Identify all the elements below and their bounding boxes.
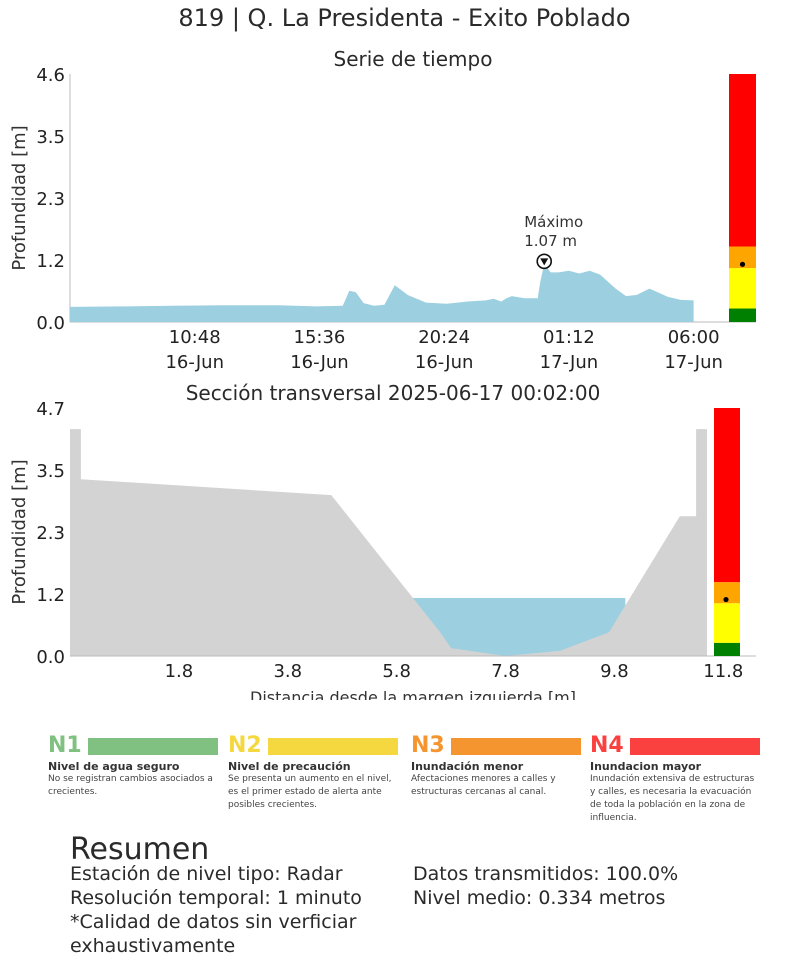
page-title: 819 | Q. La Presidenta - Exito Poblado [178,4,631,32]
y-tick-label: 4.6 [36,65,65,86]
legend-n1: N1 Nivel de agua seguro No se registran … [48,734,218,799]
current-level-dot [739,261,746,267]
n2-title: Nivel de precaución [228,760,351,773]
y-tick-label: 3.5 [36,461,65,482]
x-tick-time-label: 20:24 [418,327,470,348]
n1-code: N1 [48,733,82,758]
y-tick-label: 1.2 [36,251,65,272]
x-tick-label: 7.8 [491,661,520,682]
data-transmitted: Datos transmitidos: 100.0% [413,863,679,885]
alert-level-legend: N1 Nivel de agua seguro No se registran … [48,734,760,834]
n3-color-bar [451,737,581,755]
x-tick-date-label: 17-Jun [540,352,599,373]
max-annotation-value: 1.07 m [524,232,577,250]
y-tick-label: 0.0 [36,313,65,334]
chart-title: Serie de tiempo [334,47,493,71]
alert-level-segment [714,642,740,656]
x-tick-time-label: 06:00 [668,327,720,348]
summary-title: Resumen [70,832,210,867]
alert-level-segment [729,246,756,269]
n2-description: Se presenta un aumento en el nivel, es e… [228,774,392,810]
legend-n4: N4 Inundacion mayor Inundación extensiva… [590,734,760,825]
y-tick-label: 3.5 [36,127,65,148]
y-tick-label: 2.3 [36,523,65,544]
legend-n3: N3 Inundación menor Afectaciones menores… [411,734,581,799]
current-level-dot [723,596,729,603]
n2-code: N2 [228,733,262,758]
x-tick-label: 1.8 [165,661,194,682]
x-tick-time-label: 10:48 [169,327,221,348]
x-tick-date-label: 16-Jun [290,352,349,373]
summary-left-column: Estación de nivel tipo: Radar Resolución… [70,862,370,958]
alert-level-segment [714,603,740,643]
x-tick-date-label: 17-Jun [664,352,723,373]
station-type: Estación de nivel tipo: Radar [70,863,343,885]
alert-level-segment [729,268,756,309]
n3-description: Afectaciones menores a calles y estructu… [411,774,556,797]
x-axis-label: Distancia desde la margen izquierda [m] [250,688,576,700]
mean-level: Nivel medio: 0.334 metros [413,887,666,909]
alert-level-segment [729,308,756,322]
x-tick-label: 5.8 [382,661,411,682]
n3-code: N3 [411,733,445,758]
legend-n2: N2 Nivel de precaución Se presenta un au… [228,734,398,812]
y-tick-label: 4.7 [36,399,65,420]
y-axis-label: Profundidad [m] [9,125,30,270]
n2-color-bar [268,737,398,755]
n4-color-bar [630,737,760,755]
n1-description: No se registran cambios asociados a crec… [48,774,213,797]
max-annotation-label: Máximo [524,213,583,231]
n3-title: Inundación menor [411,760,524,773]
y-axis-label: Profundidad [m] [9,459,30,604]
x-tick-label: 3.8 [273,661,302,682]
summary-section: Resumen Estación de nivel tipo: Radar Re… [70,832,770,957]
alert-level-segment [714,408,740,583]
alert-level-segment [714,582,740,604]
y-tick-label: 1.2 [36,585,65,606]
n4-description: Inundación extensiva de estructuras y ca… [590,774,755,823]
chart-title: Sección transversal 2025-06-17 00:02:00 [186,381,601,405]
y-tick-label: 2.3 [36,189,65,210]
data-quality-note: *Calidad de datos sin verficiar exhausti… [70,911,357,957]
time-series-chart: Serie de tiempo 0.0 1.2 2.3 3.5 4.6 Profundida… [9,47,756,373]
x-tick-time-label: 01:12 [543,327,595,348]
alert-level-segment [729,74,756,247]
n4-title: Inundacion mayor [590,760,702,773]
n1-title: Nivel de agua seguro [48,760,180,773]
n1-color-bar [88,737,218,755]
max-marker-triangle [540,258,549,266]
y-tick-label: 0.0 [36,647,65,668]
cross-section-chart: Sección transversal 2025-06-17 00:02:00 0… [9,381,756,700]
temporal-resolution: Resolución temporal: 1 minuto [70,887,362,909]
summary-right-column: Datos transmitidos: 100.0% Nivel medio: … [413,862,753,910]
channel-terrain [70,429,707,656]
x-tick-label: 11.8 [703,661,743,682]
n4-code: N4 [590,733,624,758]
x-tick-time-label: 15:36 [294,327,346,348]
x-tick-label: 9.8 [600,661,629,682]
water-depth-area [70,264,694,322]
x-tick-date-label: 16-Jun [415,352,474,373]
x-tick-date-label: 16-Jun [165,352,224,373]
